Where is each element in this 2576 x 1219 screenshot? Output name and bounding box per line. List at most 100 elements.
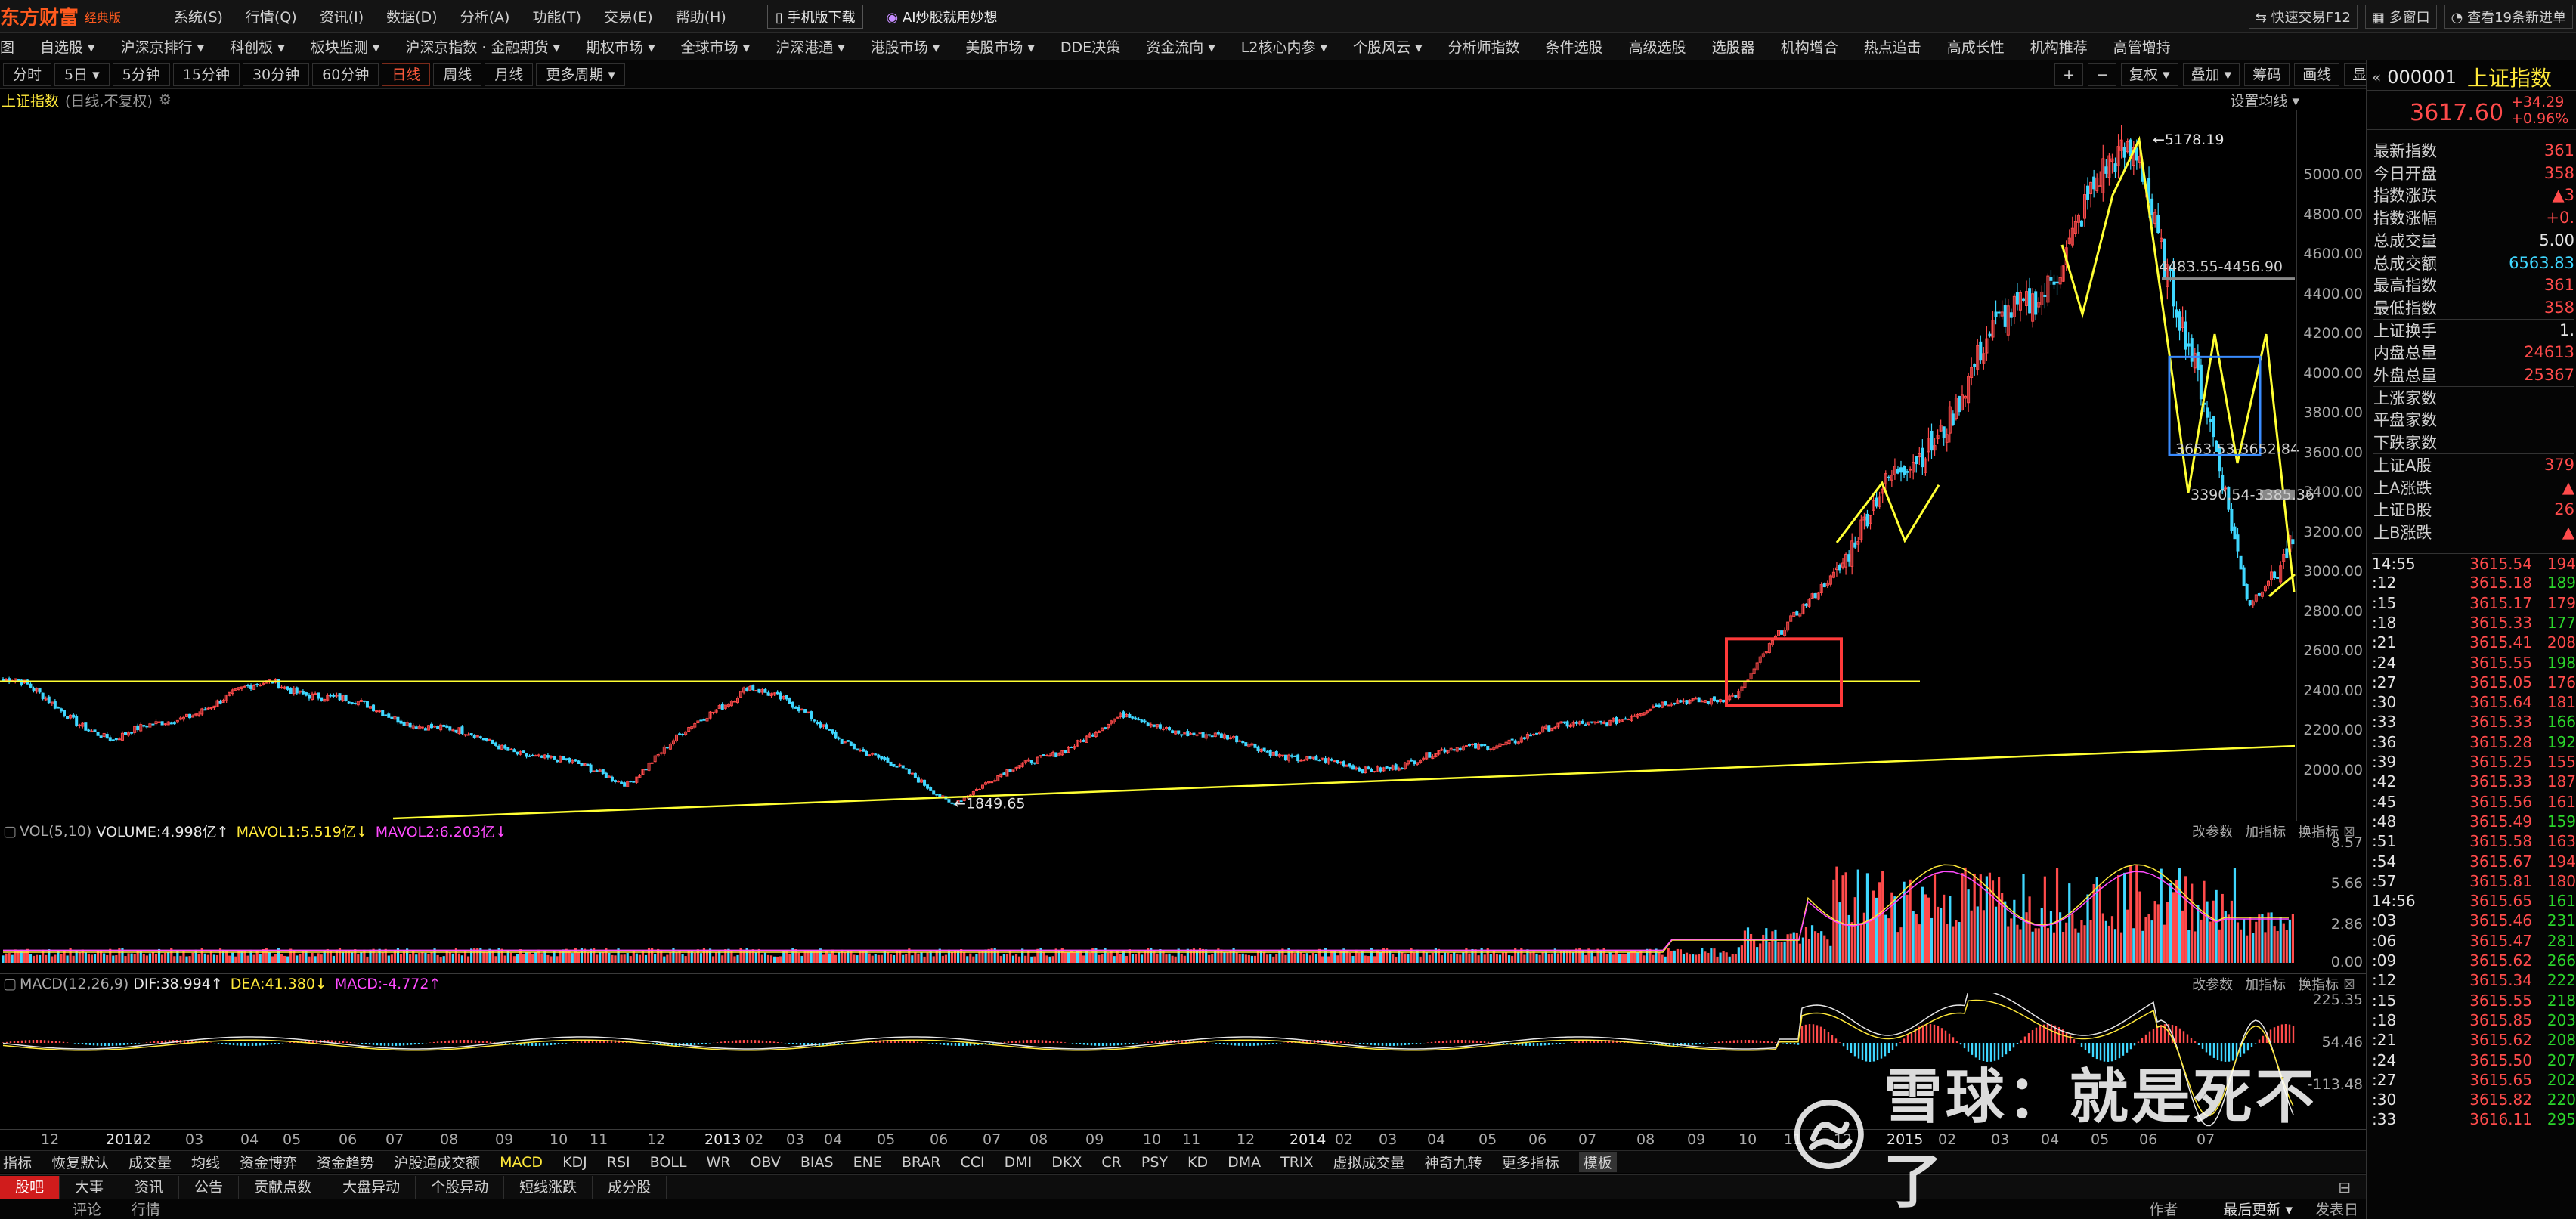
market-menu-item[interactable]: 沪深京排行 ▾: [120, 39, 205, 56]
chart-tool-button[interactable]: 复权 ▾: [2121, 63, 2178, 86]
bottom-tab[interactable]: 贡献点数: [239, 1175, 328, 1199]
market-menu-item[interactable]: 沪深京指数 · 金融期货 ▾: [405, 39, 561, 56]
indicator-tab[interactable]: DMA: [1228, 1153, 1262, 1171]
gear-icon[interactable]: ⚙: [158, 91, 172, 108]
panel-button[interactable]: 改参数: [2192, 976, 2234, 993]
market-menu-item[interactable]: 机构推荐: [2030, 39, 2088, 56]
chart-tool-button[interactable]: 画线: [2294, 63, 2340, 86]
market-menu-item[interactable]: 自选股 ▾: [40, 39, 95, 56]
title-menu-item[interactable]: 资讯(I): [319, 9, 364, 26]
quick-trade-button[interactable]: ⇆ 快速交易F12: [2248, 4, 2358, 29]
indicator-tab[interactable]: MACD: [500, 1153, 543, 1171]
bottom-col-posted[interactable]: 发表日: [2314, 1202, 2358, 1218]
period-tab[interactable]: 5分钟: [112, 63, 170, 86]
market-menu-item[interactable]: 个股风云 ▾: [1353, 39, 1423, 56]
bottom-tab[interactable]: 短线涨跌: [504, 1175, 593, 1199]
market-menu-item[interactable]: 高管增持: [2113, 39, 2171, 56]
indicator-tab[interactable]: 指标: [3, 1155, 33, 1171]
period-tab[interactable]: 5日 ▾: [54, 63, 110, 86]
bottom-tab[interactable]: 成分股: [593, 1175, 667, 1199]
indicator-tab[interactable]: PSY: [1141, 1153, 1168, 1171]
market-menu-item[interactable]: 美股市场 ▾: [965, 39, 1035, 56]
notice-button[interactable]: ◔ 查看19条新进单: [2444, 4, 2573, 29]
close-icon[interactable]: ⊠: [2343, 975, 2355, 992]
panel-button[interactable]: 加指标: [2245, 824, 2287, 840]
market-menu-item[interactable]: 机构增合: [1780, 39, 1838, 56]
market-menu-item[interactable]: 资金流向 ▾: [1146, 39, 1215, 56]
period-tab[interactable]: 15分钟: [172, 63, 240, 86]
title-menu-item[interactable]: 行情(Q): [245, 9, 297, 26]
title-menu-item[interactable]: 系统(S): [174, 9, 223, 26]
period-tab[interactable]: 更多周期 ▾: [536, 63, 625, 86]
collapse-icon[interactable]: ⊟: [2338, 1177, 2351, 1196]
chart-tool-button[interactable]: −: [2088, 63, 2117, 86]
panel-button[interactable]: 换指标: [2298, 976, 2339, 993]
bottom-tab[interactable]: 公告: [179, 1175, 240, 1199]
title-menu-item[interactable]: 交易(E): [603, 9, 653, 26]
chart-tool-button[interactable]: +: [2054, 63, 2084, 86]
indicator-tab[interactable]: 神奇九转: [1424, 1155, 1482, 1171]
market-menu-item[interactable]: 沪深港通 ▾: [776, 39, 845, 56]
title-menu-item[interactable]: 功能(T): [532, 9, 581, 26]
indicator-tab[interactable]: WR: [706, 1153, 731, 1171]
bottom-col-market[interactable]: 行情: [132, 1202, 161, 1218]
market-menu-item[interactable]: 高成长性: [1946, 39, 2005, 56]
indicator-tab[interactable]: BIAS: [800, 1153, 834, 1171]
bottom-tab[interactable]: 大事: [60, 1175, 120, 1199]
panel-dropdown-icon[interactable]: ▢: [3, 822, 17, 840]
indicator-tab[interactable]: CR: [1101, 1153, 1122, 1171]
indicator-tab[interactable]: TRIX: [1280, 1153, 1314, 1171]
chart-tool-button[interactable]: 筹码: [2244, 63, 2290, 86]
market-menu-item[interactable]: 热点追击: [1863, 39, 1921, 56]
period-tab[interactable]: 周线: [433, 63, 482, 86]
market-menu-item[interactable]: 条件选股: [1545, 39, 1603, 56]
ai-banner[interactable]: ◉ AI炒股就用妙想: [886, 7, 997, 26]
period-tab[interactable]: 30分钟: [242, 63, 310, 86]
indicator-tab[interactable]: CCI: [960, 1153, 985, 1171]
price-chart[interactable]: ←5178.19←1849.654483.55-4456.903653.53-3…: [0, 110, 2363, 821]
period-tab[interactable]: 月线: [485, 63, 534, 86]
ma-settings-button[interactable]: 设置均线 ▾: [2230, 92, 2299, 110]
indicator-tab[interactable]: 恢复默认: [51, 1155, 110, 1171]
indicator-tab[interactable]: ENE: [853, 1153, 882, 1171]
indicator-tab[interactable]: 沪股通成交额: [394, 1155, 481, 1171]
market-menu-item[interactable]: 分析师指数: [1447, 39, 1520, 56]
market-menu-item[interactable]: 高级选股: [1628, 39, 1686, 56]
indicator-tab[interactable]: RSI: [606, 1153, 630, 1171]
indicator-tab[interactable]: OBV: [750, 1153, 781, 1171]
period-tab[interactable]: 60分钟: [312, 63, 379, 86]
market-menu-item[interactable]: 港股市场 ▾: [870, 39, 940, 56]
panel-button[interactable]: 改参数: [2192, 824, 2234, 840]
indicator-tab[interactable]: DMI: [1004, 1153, 1033, 1171]
market-menu-item[interactable]: 选股器: [1711, 39, 1755, 56]
market-menu-item[interactable]: 图: [0, 39, 15, 56]
collapse-arrow-icon[interactable]: «: [2372, 67, 2382, 86]
close-icon[interactable]: ⊠: [2343, 822, 2355, 840]
market-menu-item[interactable]: 全球市场 ▾: [680, 39, 751, 56]
indicator-tab[interactable]: 均线: [191, 1155, 221, 1171]
market-menu-item[interactable]: L2核心内参 ▾: [1240, 39, 1328, 56]
indicator-tab[interactable]: 资金博弈: [240, 1155, 298, 1171]
title-menu-item[interactable]: 数据(D): [386, 9, 438, 26]
indicator-tab[interactable]: BOLL: [649, 1153, 687, 1171]
bottom-tab[interactable]: 资讯: [119, 1175, 180, 1199]
panel-button[interactable]: 加指标: [2245, 976, 2287, 993]
chart-tool-button[interactable]: 叠加 ▾: [2182, 63, 2240, 86]
title-menu-item[interactable]: 帮助(H): [675, 9, 726, 26]
indicator-tab[interactable]: 更多指标: [1501, 1155, 1559, 1171]
indicator-tab[interactable]: 资金趋势: [317, 1155, 375, 1171]
macd-chart[interactable]: [0, 993, 2298, 1128]
bottom-tab[interactable]: 大盘异动: [327, 1175, 416, 1199]
indicator-tab[interactable]: DKX: [1051, 1153, 1082, 1171]
bottom-col-author[interactable]: 作者: [2149, 1202, 2178, 1218]
multi-window-button[interactable]: ▦ 多窗口: [2364, 4, 2437, 29]
title-menu-item[interactable]: 分析(A): [460, 9, 510, 26]
bottom-col-updated[interactable]: 最后更新 ▾: [2223, 1202, 2293, 1218]
indicator-tab[interactable]: 模板: [1578, 1152, 1617, 1172]
indicator-tab[interactable]: BRAR: [901, 1153, 941, 1171]
volume-chart[interactable]: [0, 840, 2298, 970]
mobile-download-button[interactable]: ▯ 手机版下载: [766, 4, 864, 29]
period-tab[interactable]: 日线: [382, 63, 431, 86]
indicator-tab[interactable]: KD: [1187, 1153, 1209, 1171]
bottom-tab[interactable]: 股吧: [0, 1175, 60, 1199]
